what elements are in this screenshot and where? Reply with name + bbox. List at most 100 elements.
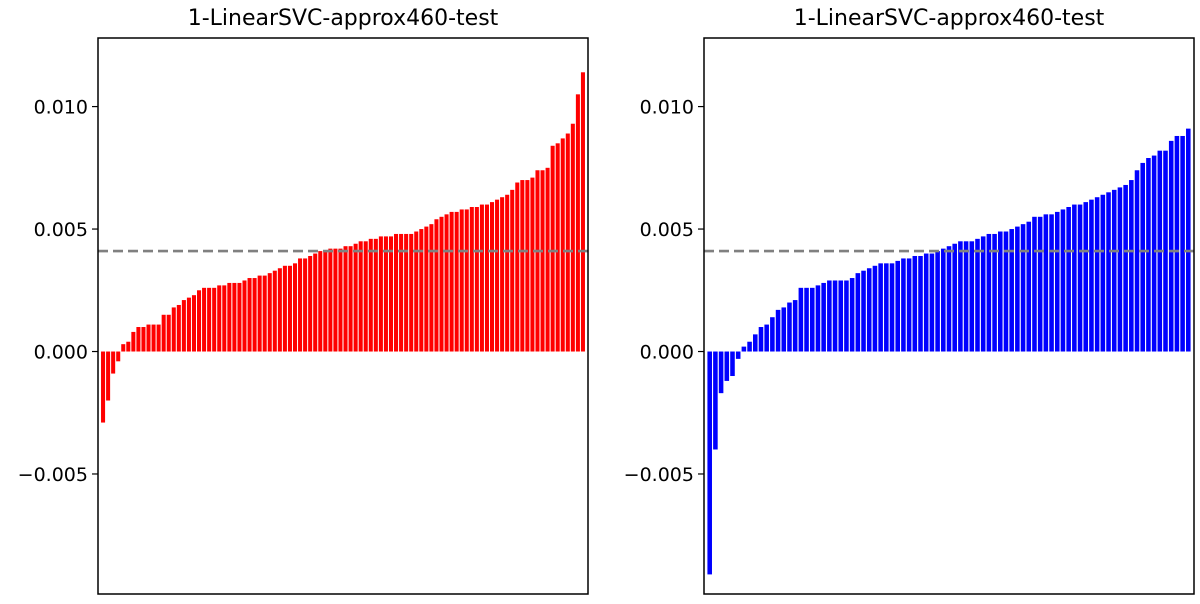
right-chart-bar bbox=[713, 351, 718, 450]
right-chart-bar bbox=[1043, 214, 1049, 352]
right-chart-bar bbox=[884, 263, 889, 352]
right-chart-bar bbox=[838, 280, 844, 352]
right-chart-panel: 1-LinearSVC-approx460-test −0.005 0.000 0.… bbox=[624, 6, 1195, 595]
left-chart-bar bbox=[197, 290, 202, 352]
right-chart-bar bbox=[1140, 162, 1145, 352]
left-chart-bar bbox=[479, 204, 484, 352]
left-chart-bar bbox=[383, 236, 388, 352]
right-chart-bar bbox=[747, 341, 752, 352]
left-chart-bar bbox=[176, 304, 181, 352]
right-chart-bar bbox=[1009, 229, 1014, 352]
right-chart-bar bbox=[844, 280, 849, 352]
left-chart-bar bbox=[308, 255, 313, 352]
left-chart-bar bbox=[227, 282, 232, 352]
left-chart-bar bbox=[272, 270, 277, 352]
left-chart-bar bbox=[535, 170, 540, 352]
right-chart-bar bbox=[980, 236, 986, 352]
left-chart-bar bbox=[156, 324, 161, 352]
left-chart-bar bbox=[338, 248, 343, 352]
right-chart-bar bbox=[929, 253, 935, 352]
left-chart-bar bbox=[222, 285, 227, 352]
left-chart-bar bbox=[212, 287, 217, 352]
left-chart-bar bbox=[520, 180, 525, 352]
right-chart-bar bbox=[1037, 216, 1043, 352]
left-chart-bar bbox=[232, 282, 237, 352]
left-chart-bar bbox=[287, 265, 292, 352]
right-chart-bar bbox=[986, 233, 992, 352]
left-chart-bar bbox=[515, 182, 520, 352]
left-chart-bar bbox=[464, 209, 469, 352]
right-chart-bar bbox=[1129, 180, 1134, 352]
right-chart-y-tick-label: 0.000 bbox=[640, 342, 694, 364]
right-chart-bar bbox=[1015, 226, 1020, 352]
left-chart-bar bbox=[292, 263, 298, 352]
right-chart-bar bbox=[735, 351, 741, 359]
left-chart-bar bbox=[262, 275, 267, 352]
left-chart-bar bbox=[277, 268, 282, 352]
right-chart-bar bbox=[1094, 197, 1100, 352]
right-chart-bar bbox=[792, 300, 798, 352]
right-chart-bar bbox=[912, 255, 918, 352]
left-chart-bar bbox=[313, 253, 318, 352]
right-chart-bar bbox=[963, 241, 969, 352]
left-chart-bars bbox=[101, 72, 585, 423]
left-chart-bar bbox=[282, 265, 287, 352]
left-chart-bar bbox=[242, 280, 247, 352]
right-chart-bar bbox=[1134, 170, 1140, 352]
right-chart-bar bbox=[718, 351, 724, 394]
left-chart-bar bbox=[323, 251, 328, 352]
right-chart-bar bbox=[1180, 135, 1185, 352]
left-chart-bar bbox=[106, 351, 111, 401]
right-chart-y-tick-label: 0.005 bbox=[640, 219, 694, 241]
right-chart-bar bbox=[1123, 184, 1128, 352]
left-chart-bar bbox=[358, 241, 363, 352]
right-chart-bar bbox=[775, 309, 781, 352]
right-chart-y-tick-label: −0.005 bbox=[624, 464, 694, 486]
left-chart-bar bbox=[267, 273, 272, 352]
right-chart-bar bbox=[952, 243, 957, 352]
right-chart-bar bbox=[809, 287, 815, 352]
left-chart-bar bbox=[151, 324, 156, 352]
left-chart-panel: 1-LinearSVC-approx460-test −0.005 0.000 0.… bbox=[18, 6, 589, 595]
left-chart-bar bbox=[166, 314, 171, 352]
right-chart-bar bbox=[821, 282, 826, 352]
right-chart-bar bbox=[1106, 192, 1111, 352]
right-chart-bar bbox=[1026, 221, 1032, 352]
right-chart-bar bbox=[827, 280, 832, 352]
left-chart-bar bbox=[298, 258, 303, 352]
right-chart-bar bbox=[1146, 158, 1151, 352]
left-chart-bar bbox=[550, 145, 555, 352]
left-chart-bar bbox=[141, 327, 146, 352]
right-chart-bars bbox=[707, 128, 1191, 575]
left-chart-bar bbox=[318, 251, 323, 352]
left-chart-bar bbox=[101, 351, 106, 423]
right-chart-bar bbox=[901, 258, 906, 352]
right-chart-bar bbox=[969, 241, 975, 352]
right-chart-bar bbox=[1168, 140, 1174, 352]
left-chart-bar bbox=[439, 216, 444, 352]
left-chart-bar bbox=[580, 72, 585, 352]
right-chart-bar bbox=[855, 273, 861, 352]
left-chart-bar bbox=[257, 275, 262, 352]
left-chart-y-tick-label: 0.000 bbox=[34, 342, 88, 364]
left-chart-bar bbox=[474, 207, 479, 352]
left-chart-bar bbox=[429, 224, 434, 352]
left-chart-bar bbox=[419, 229, 424, 352]
right-chart-bar bbox=[1032, 216, 1037, 352]
left-chart-y-tick-label: 0.010 bbox=[34, 97, 88, 119]
left-chart-bar bbox=[343, 246, 348, 352]
left-chart-bar bbox=[363, 241, 368, 352]
right-chart-bar bbox=[992, 233, 997, 352]
right-chart-bar bbox=[804, 287, 809, 352]
left-chart-bar bbox=[424, 226, 429, 352]
right-chart-bar bbox=[935, 251, 940, 352]
right-chart-bar bbox=[998, 231, 1003, 352]
right-chart-title: 1-LinearSVC-approx460-test bbox=[794, 6, 1105, 31]
right-chart-bar bbox=[724, 351, 730, 381]
right-chart-bar bbox=[1174, 135, 1180, 352]
left-chart-bar bbox=[116, 351, 121, 362]
right-chart-bar bbox=[753, 334, 758, 352]
right-chart-y-axis: −0.005 0.000 0.005 0.010 bbox=[624, 97, 704, 486]
right-chart-bar bbox=[1117, 187, 1123, 352]
left-chart-bar bbox=[237, 282, 242, 352]
